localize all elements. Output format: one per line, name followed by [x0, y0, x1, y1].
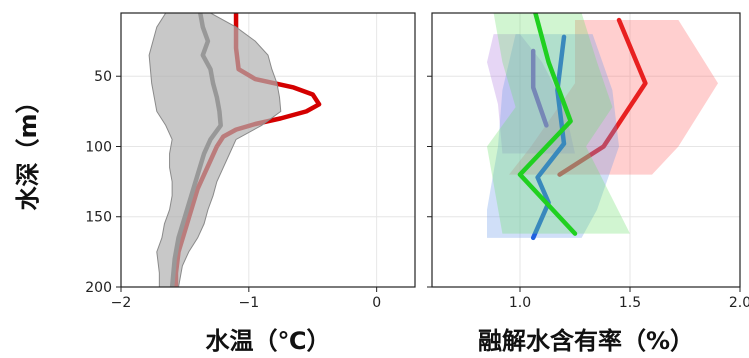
x-tick-label: 1.0 [509, 295, 531, 311]
y-axis-title: 水深（m） [14, 89, 42, 210]
series-band-3 [148, 13, 282, 287]
x-tick-label: −1 [239, 295, 260, 311]
plot-frame [120, 12, 416, 288]
series-band-3 [487, 34, 575, 154]
series-line-4 [530, 48, 549, 128]
panel-2: 1.0 1.5 2.0 融解水含有率（%） [427, 12, 749, 355]
y-tick-label: 50 [94, 69, 112, 85]
x-tick-label: −2 [111, 295, 132, 311]
y-tick-label: 200 [85, 280, 112, 296]
panel-1: −2 −1 0 50 100 150 200 水温（℃） 水深（m） [14, 12, 416, 355]
series-line-8 [517, 13, 578, 236]
plot-area [487, 13, 718, 241]
x-tick-label: 2.0 [729, 295, 749, 311]
plot-frame [431, 12, 741, 288]
x-tick-label: 0 [372, 295, 381, 311]
series-line-2 [557, 17, 648, 177]
plot-area [148, 13, 322, 287]
x-axis-title: 融解水含有率（%） [478, 327, 694, 355]
y-tick-label: 100 [85, 139, 112, 155]
y-tick-label: 150 [85, 210, 112, 226]
x-axis-title: 水温（℃） [205, 327, 330, 355]
x-tick-label: 1.5 [619, 295, 641, 311]
series-band-5 [487, 34, 619, 238]
series-line-6 [530, 34, 567, 241]
